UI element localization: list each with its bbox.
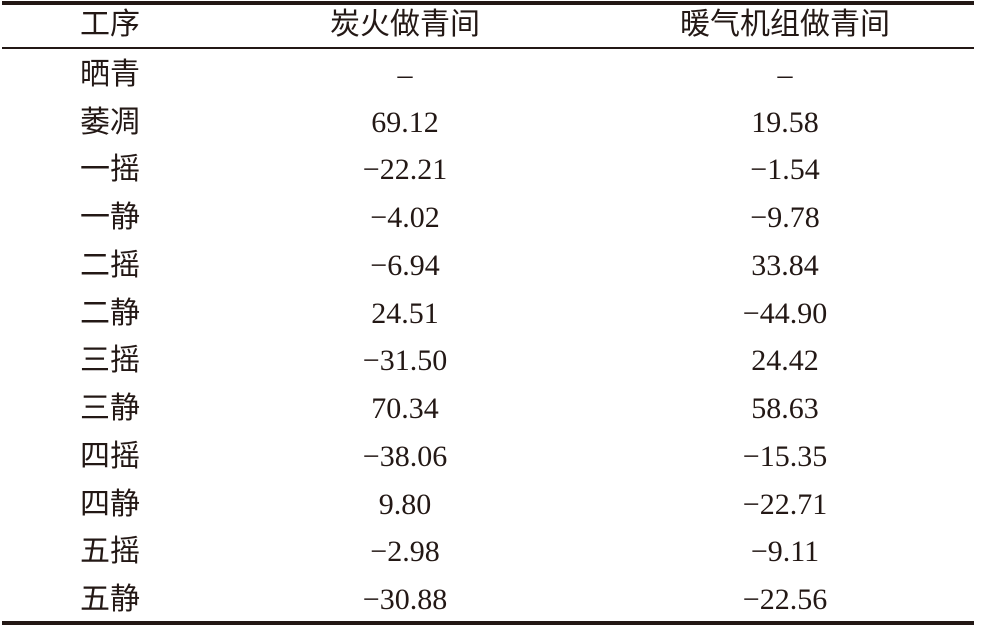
data-cell: −9.78 (750, 201, 820, 235)
data-cell: −6.94 (370, 248, 440, 282)
data-cell: −2.98 (370, 535, 440, 569)
row-label: 三摇 (80, 344, 140, 378)
row-label: 五静 (80, 583, 140, 616)
data-cell: −22.21 (362, 153, 448, 187)
row-label: 四摇 (80, 439, 140, 473)
data-cell: – (777, 58, 793, 91)
data-cell: −44.90 (742, 296, 828, 330)
data-cell: −9.11 (750, 535, 820, 569)
top-rule (2, 1, 974, 5)
data-cell: −30.88 (362, 583, 448, 616)
data-cell: −22.71 (742, 487, 828, 521)
data-cell: 69.12 (371, 105, 439, 139)
data-cell: 19.58 (751, 105, 819, 139)
row-label: 萎凋 (80, 105, 140, 139)
data-cell: 9.80 (378, 487, 432, 521)
header-cell: 炭火做青间 (330, 8, 480, 41)
header-cell: 工序 (80, 8, 140, 41)
data-cell: 33.84 (751, 248, 819, 282)
data-cell: 24.42 (751, 344, 819, 378)
row-label: 二静 (80, 296, 140, 330)
row-label: 一摇 (80, 153, 140, 187)
data-cell: −22.56 (742, 583, 828, 616)
row-label: 三静 (80, 392, 140, 426)
data-cell: −1.54 (750, 153, 820, 187)
bottom-rule (2, 621, 974, 625)
data-cell: – (397, 58, 413, 91)
data-cell: 24.51 (371, 296, 439, 330)
row-label: 五摇 (80, 535, 140, 569)
row-label: 四静 (80, 487, 140, 521)
data-cell: −31.50 (362, 344, 448, 378)
row-label: 一静 (80, 201, 140, 235)
row-label: 二摇 (80, 248, 140, 282)
data-cell: 70.34 (371, 392, 439, 426)
header-rule (2, 47, 974, 49)
data-cell: −15.35 (742, 439, 828, 473)
data-cell: −38.06 (362, 439, 448, 473)
row-label: 晒青 (80, 58, 140, 91)
header-cell: 暖气机组做青间 (680, 8, 890, 41)
data-cell: 58.63 (751, 392, 819, 426)
data-cell: −4.02 (370, 201, 440, 235)
